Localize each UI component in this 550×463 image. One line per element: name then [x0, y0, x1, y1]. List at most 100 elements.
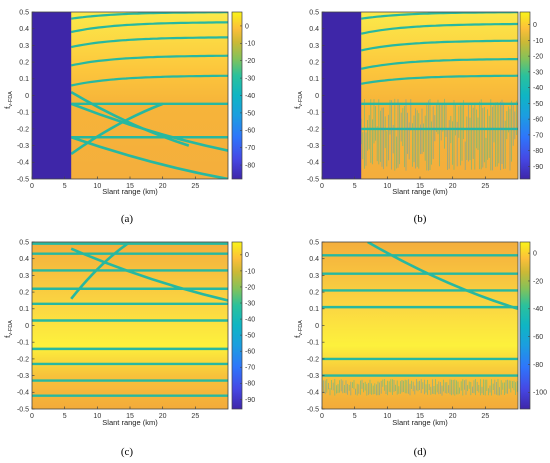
colorbar-tick-label: -100 — [533, 390, 547, 397]
colorbar-tick-label: -10 — [245, 41, 255, 48]
x-tick-label: 15 — [416, 413, 424, 420]
x-tick-label: 0 — [320, 413, 324, 420]
x-tick-label: 15 — [126, 413, 134, 420]
heatmap-field — [322, 242, 518, 396]
colorbar — [519, 241, 531, 410]
x-tick-label: 10 — [93, 413, 101, 420]
chart-panel: 0 5 10 15 20 25 0.5 0.4 0.3 0.2 0.1 0 -0.1 -0.2 -0.3 -0… — [293, 239, 547, 458]
chart-panel: 0 5 10 15 20 25 0.5 0.4 0.3 0.2 0.1 0 -0.1 -0.2 -0.3 -0… — [293, 9, 543, 225]
y-tick-label: -0.3 — [17, 373, 29, 380]
heatmap-field — [32, 242, 228, 397]
colorbar-tick-label: -70 — [533, 132, 543, 139]
y-tick-label: -0.3 — [17, 143, 29, 150]
x-axis-label: Slant range (km) — [102, 187, 158, 196]
y-tick-label: 0.4 — [309, 26, 319, 33]
y-tick-label: 0.2 — [309, 290, 319, 297]
y-tick-label: 0 — [25, 93, 29, 100]
y-tick-label: 0.4 — [309, 256, 319, 263]
y-tick-label: -0.2 — [307, 126, 319, 133]
y-tick-label: -0.3 — [307, 143, 319, 150]
colorbar-tick-label: -40 — [245, 316, 255, 323]
x-tick-label: 0 — [30, 183, 34, 190]
colorbar-tick-label: -30 — [245, 76, 255, 83]
y-tick-label: 0.1 — [309, 76, 319, 83]
ridge-curve — [360, 58, 518, 70]
ridge-crossing — [70, 247, 228, 302]
ridge-curve — [70, 21, 228, 34]
y-tick-label: 0.1 — [19, 76, 29, 83]
ridge-curve — [70, 36, 228, 49]
x-tick-label: 5 — [63, 413, 67, 420]
blind-zone — [322, 12, 362, 179]
y-axis-label: fv-FDA — [293, 91, 304, 109]
x-tick-label: 15 — [416, 183, 424, 190]
y-tick-label: -0.5 — [307, 176, 319, 183]
colorbar-tick-label: -80 — [533, 362, 543, 369]
colorbar-tick-label: -80 — [245, 381, 255, 388]
ridge-curve — [361, 74, 518, 85]
colorbar-tick-label: -90 — [533, 164, 543, 171]
chart-panel: 0 5 10 15 20 25 0.5 0.4 0.3 0.2 0.1 0 -0.1 -0.2 -0.3 -0… — [3, 239, 255, 458]
ridge-curve — [360, 39, 518, 52]
x-tick-label: 10 — [93, 183, 101, 190]
y-tick-label: -0.1 — [307, 110, 319, 117]
y-tick-label: 0.5 — [309, 9, 319, 16]
colorbar-tick-label: -70 — [245, 145, 255, 152]
colorbar-tick-label: -40 — [533, 306, 543, 313]
x-tick-label: 25 — [191, 183, 199, 190]
x-tick-label: 25 — [481, 183, 489, 190]
x-tick-label: 5 — [63, 183, 67, 190]
x-tick-label: 25 — [481, 413, 489, 420]
y-tick-label: -0.3 — [307, 373, 319, 380]
colorbar-tick-label: -60 — [533, 334, 543, 341]
y-tick-label: -0.1 — [17, 340, 29, 347]
x-axis-label: Slant range (km) — [102, 418, 158, 427]
x-axis-label: Slant range (km) — [392, 187, 448, 196]
colorbar-tick-label: -80 — [533, 148, 543, 155]
x-tick-label: 20 — [449, 183, 457, 190]
panel-caption: (b) — [414, 213, 427, 225]
y-tick-label: 0 — [315, 323, 319, 330]
colorbar-tick-label: -50 — [533, 101, 543, 108]
y-tick-label: 0.3 — [309, 43, 319, 50]
colorbar-tick-label: -40 — [533, 85, 543, 92]
colorbar-tick-label: -90 — [245, 397, 255, 404]
y-tick-label: 0.5 — [309, 239, 319, 246]
ridge-crossing — [70, 242, 131, 300]
y-tick-label: -0.1 — [17, 110, 29, 117]
colorbar-tick-label: -30 — [245, 300, 255, 307]
panel-caption: (a) — [121, 213, 134, 225]
y-tick-label: -0.4 — [307, 390, 319, 397]
colorbar-tick-label: -60 — [533, 117, 543, 124]
y-tick-label: -0.2 — [17, 126, 29, 133]
colorbar-tick-label: 0 — [533, 251, 537, 258]
y-axis-label: fv-FDA — [293, 320, 304, 338]
colorbar-tick-label: 0 — [245, 252, 249, 259]
y-tick-label: -0.5 — [307, 406, 319, 413]
y-axis-label: fv-FDA — [3, 320, 14, 338]
y-tick-label: 0.3 — [19, 43, 29, 50]
ridge-curve — [70, 54, 228, 67]
x-tick-label: 5 — [353, 183, 357, 190]
ridge-crossing — [70, 91, 190, 147]
colorbar-tick-label: -60 — [245, 349, 255, 356]
y-tick-label: -0.2 — [307, 356, 319, 363]
heatmap-background — [32, 242, 228, 409]
panel-caption: (c) — [121, 446, 134, 458]
heatmap-field — [32, 12, 228, 179]
x-tick-label: 0 — [30, 413, 34, 420]
y-tick-label: -0.4 — [307, 160, 319, 167]
y-tick-label: 0.4 — [19, 256, 29, 263]
colorbar-tick-label: -20 — [533, 278, 543, 285]
ridge-crossing — [367, 242, 518, 311]
x-tick-label: 20 — [159, 413, 167, 420]
heatmap-field — [322, 12, 518, 179]
y-axis-label: fv-FDA — [3, 91, 14, 109]
y-tick-label: 0 — [315, 93, 319, 100]
colorbar-tick-label: -60 — [245, 128, 255, 135]
colorbar-tick-label: -10 — [245, 268, 255, 275]
y-tick-label: -0.4 — [17, 390, 29, 397]
colorbar-tick-label: -80 — [245, 162, 255, 169]
